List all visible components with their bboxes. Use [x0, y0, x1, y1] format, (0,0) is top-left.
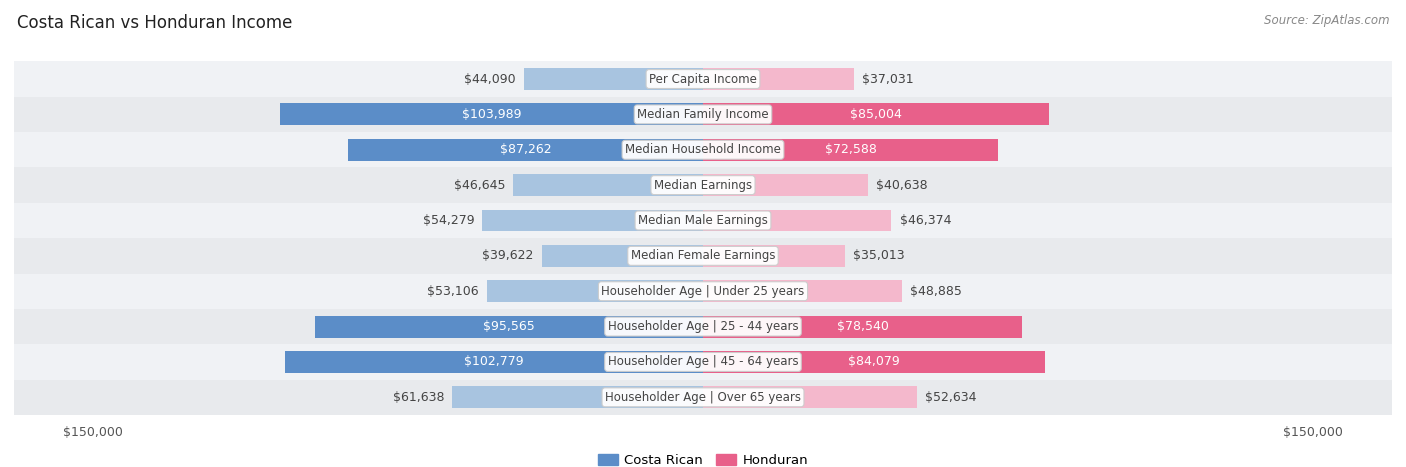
Text: Median Earnings: Median Earnings: [654, 178, 752, 191]
Bar: [453, 386, 703, 408]
Bar: [703, 68, 853, 90]
Bar: [703, 245, 845, 267]
Bar: [315, 316, 703, 338]
Text: $61,638: $61,638: [392, 391, 444, 404]
Bar: [486, 280, 703, 302]
Bar: [703, 139, 998, 161]
Bar: [1, 344, 1405, 380]
Text: Median Family Income: Median Family Income: [637, 108, 769, 121]
Bar: [285, 351, 703, 373]
Bar: [524, 68, 703, 90]
Bar: [1, 309, 1405, 344]
Text: Source: ZipAtlas.com: Source: ZipAtlas.com: [1264, 14, 1389, 27]
Text: Median Male Earnings: Median Male Earnings: [638, 214, 768, 227]
Text: $95,565: $95,565: [482, 320, 534, 333]
Text: $52,634: $52,634: [925, 391, 977, 404]
Text: $87,262: $87,262: [501, 143, 551, 156]
Text: $72,588: $72,588: [824, 143, 876, 156]
Bar: [1, 203, 1405, 238]
Bar: [280, 103, 703, 125]
Bar: [703, 174, 868, 196]
Bar: [482, 210, 703, 232]
Text: Median Household Income: Median Household Income: [626, 143, 780, 156]
Bar: [1, 168, 1405, 203]
Bar: [703, 103, 1049, 125]
Text: $53,106: $53,106: [427, 285, 479, 298]
Text: $48,885: $48,885: [910, 285, 962, 298]
Text: $37,031: $37,031: [862, 72, 914, 85]
Text: $46,374: $46,374: [900, 214, 950, 227]
Text: Householder Age | Under 25 years: Householder Age | Under 25 years: [602, 285, 804, 298]
Bar: [703, 386, 917, 408]
Bar: [703, 316, 1022, 338]
Text: $84,079: $84,079: [848, 355, 900, 368]
Text: $78,540: $78,540: [837, 320, 889, 333]
Bar: [541, 245, 703, 267]
Bar: [1, 380, 1405, 415]
Bar: [1, 238, 1405, 274]
Text: $85,004: $85,004: [849, 108, 901, 121]
Bar: [1, 97, 1405, 132]
Text: Householder Age | Over 65 years: Householder Age | Over 65 years: [605, 391, 801, 404]
Text: Per Capita Income: Per Capita Income: [650, 72, 756, 85]
Text: Householder Age | 25 - 44 years: Householder Age | 25 - 44 years: [607, 320, 799, 333]
Bar: [703, 210, 891, 232]
Bar: [703, 351, 1045, 373]
Text: $40,638: $40,638: [876, 178, 928, 191]
Bar: [349, 139, 703, 161]
Text: $46,645: $46,645: [454, 178, 505, 191]
Text: $39,622: $39,622: [482, 249, 534, 262]
Text: Householder Age | 45 - 64 years: Householder Age | 45 - 64 years: [607, 355, 799, 368]
Text: $102,779: $102,779: [464, 355, 524, 368]
Bar: [1, 274, 1405, 309]
Text: $54,279: $54,279: [423, 214, 474, 227]
Text: $44,090: $44,090: [464, 72, 516, 85]
Bar: [703, 280, 901, 302]
Text: $103,989: $103,989: [463, 108, 522, 121]
Bar: [1, 61, 1405, 97]
Bar: [513, 174, 703, 196]
Text: Costa Rican vs Honduran Income: Costa Rican vs Honduran Income: [17, 14, 292, 32]
Text: Median Female Earnings: Median Female Earnings: [631, 249, 775, 262]
Text: $35,013: $35,013: [853, 249, 905, 262]
Bar: [1, 132, 1405, 168]
Legend: Costa Rican, Honduran: Costa Rican, Honduran: [592, 448, 814, 467]
